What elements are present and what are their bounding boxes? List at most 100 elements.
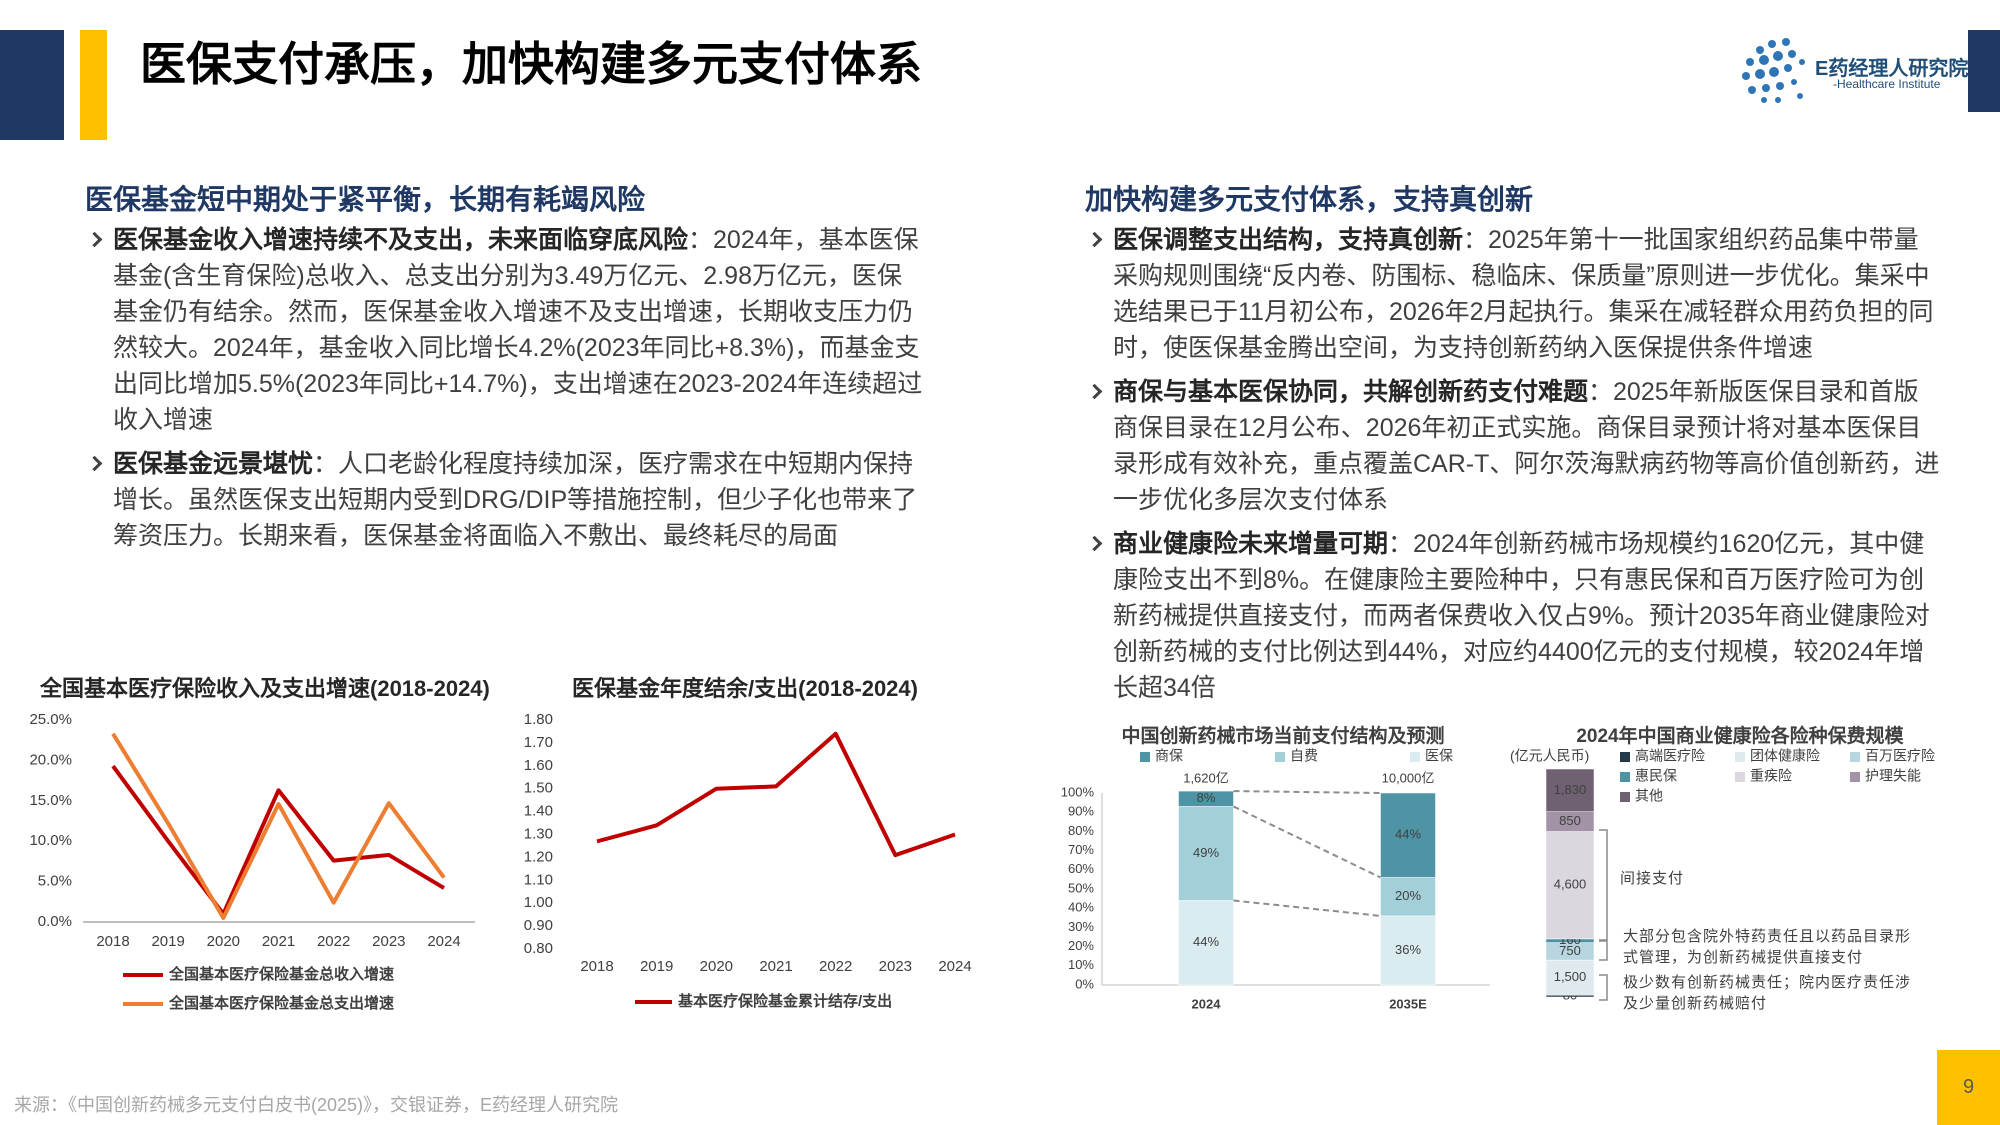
data-label: 20% [1395, 888, 1421, 903]
source: 来源：《中国创新药械多元支付白皮书(2025)》，交银证券，E药经理人研究院 [14, 1095, 619, 1115]
total-label: 1,620亿 [1183, 770, 1229, 785]
annotation: 间接支付 [1620, 870, 1685, 887]
legend-label: 惠民保 [1635, 768, 1677, 784]
legend-label: 商保 [1155, 748, 1183, 764]
bar-segment [1545, 768, 1595, 812]
left-column: 医保基金短中期处于紧平衡，长期有耗竭风险 医保基金收入增速持续不及支出，未来面临… [85, 178, 925, 562]
data-label: 8% [1197, 790, 1216, 805]
bar-segment [1380, 915, 1436, 986]
y-tick-label: 100% [1061, 784, 1095, 799]
y-tick-label: 25.0% [29, 711, 72, 728]
header-accent [80, 30, 107, 140]
chart-title: 中国创新药械市场当前支付结构及预测 [1121, 724, 1444, 747]
bracket [1599, 974, 1608, 1001]
y-tick-label: 15.0% [29, 792, 72, 809]
y-tick-label: 1.60 [524, 757, 553, 774]
total-label: 10,000亿 [1382, 770, 1435, 785]
x-tick-label: 2022 [317, 933, 350, 950]
y-tick-label: 1.10 [524, 871, 553, 888]
y-tick-label: 70% [1068, 842, 1094, 857]
data-label: 44% [1395, 827, 1421, 842]
bullet: 商保与基本医保协同，共解创新药支付难题：2025年新版医保目录和首版商保目录在1… [1085, 374, 1940, 518]
y-tick-label: 1.70 [524, 734, 553, 751]
section-heading: 医保基金短中期处于紧平衡，长期有耗竭风险 [85, 184, 646, 215]
data-label: 49% [1193, 845, 1219, 860]
page-number: 9 [1937, 1050, 2000, 1125]
x-tick-label: 2019 [640, 958, 673, 975]
legend-label: 全国基本医疗保险基金总支出增速 [168, 994, 394, 1012]
bullet-text: ：2025年第十一批国家组织药品集中带量采购规则围绕“反内卷、防围标、稳临床、保… [1113, 226, 1934, 362]
legend-swatch [1850, 752, 1860, 762]
bullet-lead: 医保基金远景堪忧 [113, 450, 314, 478]
logo-subtitle: -Healthcare Institute [1833, 77, 1941, 91]
chart-title: 全国基本医疗保险收入及支出增速(2018-2024) [39, 676, 490, 701]
bullet-marker [86, 455, 103, 472]
annotation: 极少数有创新药械责任；院内医疗责任涉及少量创新药械赔付 [1623, 974, 1912, 1012]
y-tick-label: 10% [1068, 957, 1094, 972]
y-tick-label: 1.80 [524, 711, 553, 728]
legend-swatch [1275, 752, 1285, 762]
x-tick-label: 2023 [879, 958, 912, 975]
x-tick-label: 2021 [262, 933, 295, 950]
legend-label: 重疾险 [1750, 768, 1792, 784]
bullet-text: ：人口老龄化程度持续加深，医疗需求在中短期内保持增长。虽然医保支出短期内受到DR… [113, 450, 918, 550]
legend-label: 全国基本医疗保险基金总收入增速 [168, 965, 394, 983]
bracket [1599, 829, 1608, 941]
annotation: 大部分包含院外特药责任且以药品目录形式管理，为创新药械提供直接支付 [1623, 928, 1912, 966]
x-tick-label: 2020 [700, 958, 733, 975]
data-label: 36% [1395, 942, 1421, 957]
legend-label: 高端医疗险 [1635, 748, 1705, 764]
bullet-marker [1086, 383, 1103, 400]
bullet-text: ：2025年新版医保目录和首版商保目录在12月公布、2026年初正式实施。商保目… [1113, 378, 1940, 514]
x-tick-label: 2020 [207, 933, 240, 950]
bullet: 医保基金收入增速持续不及支出，未来面临穿底风险：2024年，基本医保基金(含生育… [85, 222, 925, 438]
x-tick-label: 2035E [1389, 996, 1427, 1011]
legend-label: 基本医疗保险基金累计结存/支出 [677, 992, 892, 1010]
data-label: 4,600 [1554, 877, 1587, 892]
y-tick-label: 1.30 [524, 825, 553, 842]
connector [1233, 805, 1381, 879]
bullet-lead: 医保基金收入增速持续不及支出，未来面临穿底风险 [113, 226, 689, 254]
legend-label: 医保 [1425, 748, 1453, 764]
y-tick-label: 1.00 [524, 894, 553, 911]
y-tick-label: 20.0% [29, 751, 72, 768]
data-label: 44% [1193, 934, 1219, 949]
legend-label: 百万医疗险 [1865, 748, 1935, 764]
y-tick-label: 90% [1068, 804, 1094, 819]
slide-title: 医保支付承压，加快构建多元支付体系 [140, 38, 922, 90]
chart-title: 医保基金年度结余/支出(2018-2024) [572, 676, 918, 701]
legend-swatch [1735, 772, 1745, 782]
logo-name: E药经理人研究院 [1815, 58, 1969, 80]
bracket [1599, 940, 1608, 961]
x-tick-label: 2024 [1192, 996, 1222, 1011]
line-series [111, 732, 446, 920]
data-label: 750 [1559, 943, 1581, 958]
legend-swatch [1620, 752, 1630, 762]
right-column: 加快构建多元支付体系，支持真创新 医保调整支出结构，支持真创新：2025年第十一… [1085, 178, 1940, 714]
x-tick-label: 2024 [427, 933, 460, 950]
bullet-lead: 医保调整支出结构，支持真创新 [1113, 226, 1464, 254]
line-series [596, 731, 956, 858]
legend-label: 自费 [1290, 748, 1318, 764]
bullet: 医保调整支出结构，支持真创新：2025年第十一批国家组织药品集中带量采购规则围绕… [1085, 222, 1940, 366]
legend-swatch [1620, 772, 1630, 782]
y-tick-label: 0.90 [524, 917, 553, 934]
legend-label: 其他 [1635, 788, 1663, 804]
y-tick-label: 1.40 [524, 803, 553, 820]
y-tick-label: 40% [1068, 900, 1094, 915]
legend-swatch [1735, 752, 1745, 762]
x-tick-label: 2024 [938, 958, 971, 975]
bullet-marker [1086, 231, 1103, 248]
header-block [0, 30, 64, 140]
y-tick-label: 1.50 [524, 780, 553, 797]
header-block-right [1968, 30, 2000, 112]
y-tick-label: 50% [1068, 880, 1094, 895]
y-tick-label: 0.80 [524, 940, 553, 957]
y-tick-label: 80% [1068, 823, 1094, 838]
y-tick-label: 0.0% [38, 913, 72, 930]
y-tick-label: 60% [1068, 861, 1094, 876]
bullet-lead: 商保与基本医保协同，共解创新药支付难题 [1113, 378, 1589, 406]
bullet-text: ：2024年，基本医保基金(含生育保险)总收入、总支出分别为3.49万亿元、2.… [113, 226, 923, 434]
